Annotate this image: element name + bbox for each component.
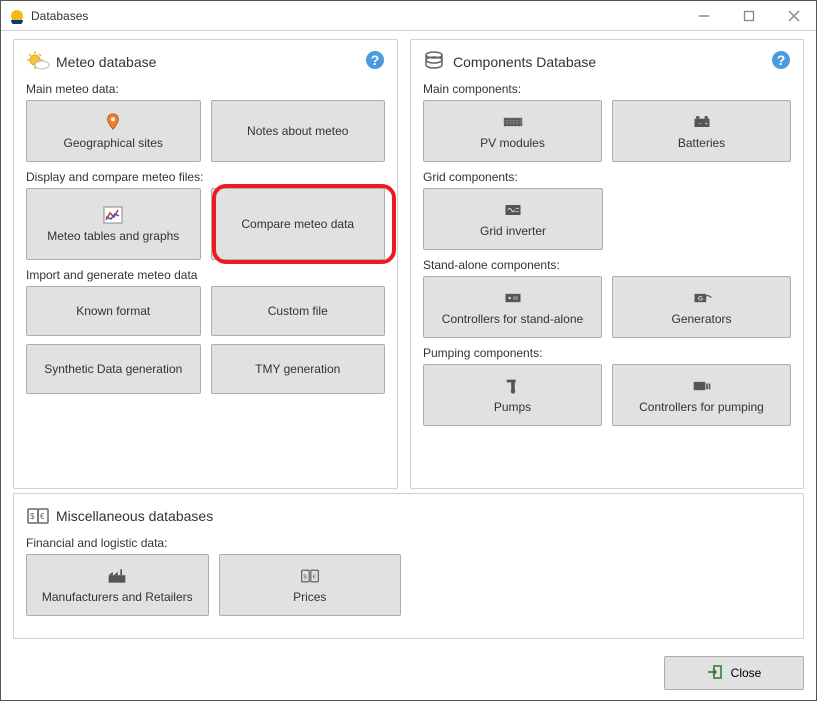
window-title: Databases — [31, 9, 88, 23]
notes-about-meteo-button[interactable]: Notes about meteo — [211, 100, 386, 162]
section-label: Main meteo data: — [26, 82, 385, 96]
pumps-button[interactable]: Pumps — [423, 364, 602, 426]
close-button[interactable]: Close — [664, 656, 804, 690]
prices-button[interactable]: $€ Prices — [219, 554, 402, 616]
meteo-tables-graphs-button[interactable]: Meteo tables and graphs — [26, 188, 201, 260]
app-icon — [9, 8, 25, 24]
pin-icon — [103, 112, 123, 132]
svg-text:€: € — [40, 512, 45, 521]
button-label: Compare meteo data — [241, 217, 354, 231]
known-format-button[interactable]: Known format — [26, 286, 201, 336]
battery-icon: −+ — [692, 112, 712, 132]
manufacturers-button[interactable]: Manufacturers and Retailers — [26, 554, 209, 616]
section-label: Stand-alone components: — [423, 258, 791, 272]
window-controls — [681, 1, 816, 31]
sun-icon — [26, 50, 50, 74]
components-panel-title: Components Database — [453, 54, 596, 70]
button-label: Notes about meteo — [247, 124, 348, 138]
button-label: Generators — [671, 312, 731, 326]
section-label: Pumping components: — [423, 346, 791, 360]
svg-text:−: − — [698, 121, 702, 127]
main-content: Meteo database ? Main meteo data: Geogra… — [1, 31, 816, 489]
button-label: Synthetic Data generation — [44, 362, 182, 376]
custom-file-button[interactable]: Custom file — [211, 286, 386, 336]
button-label: Prices — [293, 590, 326, 604]
section-label: Display and compare meteo files: — [26, 170, 385, 184]
svg-text:?: ? — [777, 52, 786, 68]
close-window-button[interactable] — [771, 1, 816, 31]
button-label: Controllers for pumping — [639, 400, 764, 414]
geographical-sites-button[interactable]: Geographical sites — [26, 100, 201, 162]
pump-controller-icon — [692, 376, 712, 396]
help-icon[interactable]: ? — [365, 50, 385, 70]
synthetic-data-button[interactable]: Synthetic Data generation — [26, 344, 201, 394]
minimize-button[interactable] — [681, 1, 726, 31]
help-icon[interactable]: ? — [771, 50, 791, 70]
generators-button[interactable]: G Generators — [612, 276, 791, 338]
pump-icon — [503, 376, 523, 396]
generator-icon: G — [692, 288, 712, 308]
pv-modules-button[interactable]: PV modules — [423, 100, 602, 162]
button-label: Known format — [76, 304, 150, 318]
window-titlebar: Databases — [1, 1, 816, 31]
controllers-standalone-button[interactable]: Controllers for stand-alone — [423, 276, 602, 338]
svg-text:?: ? — [371, 52, 380, 68]
controller-icon — [503, 288, 523, 308]
database-icon — [423, 50, 447, 74]
button-label: Batteries — [678, 136, 725, 150]
button-label: Grid inverter — [480, 224, 546, 238]
close-label: Close — [731, 666, 762, 680]
section-label: Main components: — [423, 82, 791, 96]
button-label: Pumps — [494, 400, 531, 414]
button-label: Custom file — [268, 304, 328, 318]
button-label: Controllers for stand-alone — [442, 312, 583, 326]
button-label: TMY generation — [255, 362, 340, 376]
button-label: PV modules — [480, 136, 545, 150]
inverter-icon — [503, 200, 523, 220]
svg-text:G: G — [697, 296, 702, 303]
lower-content: $€ Miscellaneous databases Financial and… — [1, 493, 816, 639]
misc-icon: $€ — [26, 504, 50, 528]
meteo-panel-title: Meteo database — [56, 54, 156, 70]
controllers-pumping-button[interactable]: Controllers for pumping — [612, 364, 791, 426]
batteries-button[interactable]: −+ Batteries — [612, 100, 791, 162]
button-label: Geographical sites — [64, 136, 163, 150]
svg-text:+: + — [704, 121, 708, 127]
misc-panel-title: Miscellaneous databases — [56, 508, 213, 524]
pv-module-icon — [503, 112, 523, 132]
button-label: Meteo tables and graphs — [47, 229, 179, 243]
misc-panel: $€ Miscellaneous databases Financial and… — [13, 493, 804, 639]
svg-text:€: € — [312, 575, 316, 581]
section-label: Financial and logistic data: — [26, 536, 791, 550]
factory-icon — [107, 566, 127, 586]
section-label: Import and generate meteo data — [26, 268, 385, 282]
meteo-panel: Meteo database ? Main meteo data: Geogra… — [13, 39, 398, 489]
prices-icon: $€ — [300, 566, 320, 586]
grid-inverter-button[interactable]: Grid inverter — [423, 188, 603, 250]
svg-text:$: $ — [303, 575, 307, 581]
tmy-generation-button[interactable]: TMY generation — [211, 344, 386, 394]
maximize-button[interactable] — [726, 1, 771, 31]
compare-meteo-data-button[interactable]: Compare meteo data — [211, 188, 386, 260]
section-label: Grid components: — [423, 170, 791, 184]
exit-icon — [707, 664, 723, 683]
footer: Close — [664, 656, 804, 690]
svg-text:$: $ — [30, 512, 35, 521]
button-label: Manufacturers and Retailers — [42, 590, 193, 604]
components-panel: Components Database ? Main components: P… — [410, 39, 804, 489]
chart-icon — [103, 205, 123, 225]
